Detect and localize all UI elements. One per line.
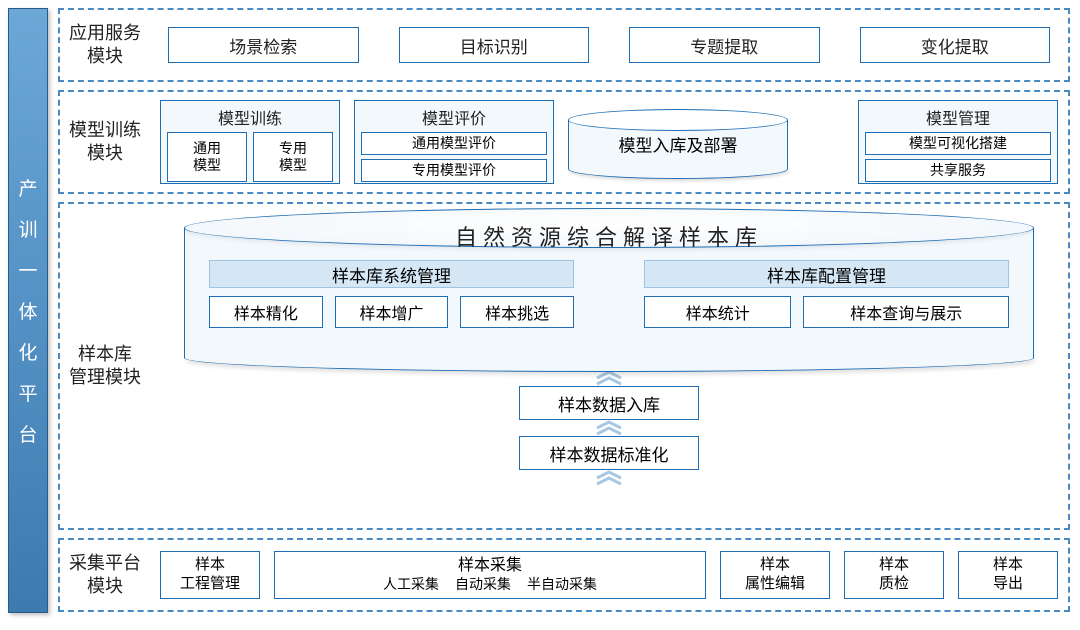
config-mgmt-column: 样本库配置管理 样本统计 样本查询与展示 xyxy=(644,260,1009,328)
leftbar-char: 台 xyxy=(18,420,37,447)
sample-standardize-box: 样本数据标准化 xyxy=(519,436,699,470)
sample-refine-box: 样本精化 xyxy=(209,296,323,328)
auto-collect: 自动采集 xyxy=(455,576,511,594)
model-training-group: 模型训练 通用 模型 专用 模型 xyxy=(160,100,340,184)
model-eval-group: 模型评价 通用模型评价 专用模型评价 xyxy=(354,100,554,184)
cylinder-top-ellipse xyxy=(568,109,788,131)
group-items: 模型可视化搭建 共享服务 xyxy=(865,132,1051,182)
collect-title: 样本采集 xyxy=(458,556,522,576)
group-items: 通用 模型 专用 模型 xyxy=(167,132,333,182)
module-label: 模型训练 模块 xyxy=(60,92,150,192)
sample-stats-box: 样本统计 xyxy=(644,296,791,328)
module-content: 样本 工程管理 样本采集 人工采集 自动采集 半自动采集 样本 属性编辑 样本 … xyxy=(150,540,1068,610)
config-mgmt-row: 样本统计 样本查询与展示 xyxy=(644,296,1009,328)
chevron-up-icon xyxy=(595,470,623,486)
chevron-up-icon xyxy=(595,370,623,386)
platform-title-bar: 产 训 一 体 化 平 台 xyxy=(8,8,48,613)
qc-box: 样本 质检 xyxy=(844,551,944,599)
sample-library-cylinder: 自然资源综合解译样本库 样本库系统管理 样本精化 样本增广 样本挑选 样本库配置… xyxy=(184,210,1034,370)
application-services-module: 应用服务 模块 场景检索 目标识别 专题提取 变化提取 xyxy=(58,8,1070,82)
diagram-root: 产 训 一 体 化 平 台 应用服务 模块 场景检索 目标识别 专题提取 变化提… xyxy=(0,0,1080,620)
sample-collection-box: 样本采集 人工采集 自动采集 半自动采集 xyxy=(274,551,706,599)
special-model-box: 专用 模型 xyxy=(253,132,333,182)
special-eval-box: 专用模型评价 xyxy=(361,159,547,182)
modules-column: 应用服务 模块 场景检索 目标识别 专题提取 变化提取 模型训练 模块 模型训练… xyxy=(58,8,1070,612)
collection-platform-module: 采集平台 模块 样本 工程管理 样本采集 人工采集 自动采集 半自动采集 样本 … xyxy=(58,538,1070,612)
manual-collect: 人工采集 xyxy=(383,576,439,594)
collect-subs: 人工采集 自动采集 半自动采集 xyxy=(383,576,597,594)
big-cyl-title: 自然资源综合解译样本库 xyxy=(184,220,1034,252)
module-label: 应用服务 模块 xyxy=(60,10,150,80)
general-model-box: 通用 模型 xyxy=(167,132,247,182)
big-cyl-inner: 样本库系统管理 样本精化 样本增广 样本挑选 样本库配置管理 样本统计 xyxy=(209,260,1009,328)
config-mgmt-header: 样本库配置管理 xyxy=(644,260,1009,288)
scene-retrieval-box: 场景检索 xyxy=(168,27,359,63)
target-recognition-box: 目标识别 xyxy=(399,27,590,63)
sample-select-box: 样本挑选 xyxy=(460,296,574,328)
semi-auto-collect: 半自动采集 xyxy=(527,576,597,594)
leftbar-char: 体 xyxy=(18,297,37,324)
leftbar-char: 化 xyxy=(18,338,37,365)
export-box: 样本 导出 xyxy=(958,551,1058,599)
leftbar-char: 平 xyxy=(18,379,37,406)
model-deploy-cylinder: 模型入库及部署 xyxy=(568,109,788,179)
leftbar-char: 一 xyxy=(18,256,37,283)
group-title: 模型训练 xyxy=(167,105,333,129)
leftbar-char: 产 xyxy=(18,174,37,201)
sample-augment-box: 样本增广 xyxy=(335,296,449,328)
visual-build-box: 模型可视化搭建 xyxy=(865,132,1051,155)
cylinder-label: 模型入库及部署 xyxy=(568,132,788,157)
model-manage-group: 模型管理 模型可视化搭建 共享服务 xyxy=(858,100,1058,184)
sample-library-module: 样本库 管理模块 自然资源综合解译样本库 样本库系统管理 样本精化 样本增广 样 xyxy=(58,202,1070,530)
share-service-box: 共享服务 xyxy=(865,159,1051,182)
group-items: 通用模型评价 专用模型评价 xyxy=(361,132,547,182)
change-extraction-box: 变化提取 xyxy=(860,27,1051,63)
leftbar-char: 训 xyxy=(18,215,37,242)
engineering-mgmt-box: 样本 工程管理 xyxy=(160,551,260,599)
module-label: 采集平台 模块 xyxy=(60,540,150,610)
module-content: 模型训练 通用 模型 专用 模型 模型评价 通用模型评价 专用模型评价 xyxy=(150,92,1068,192)
module-label: 样本库 管理模块 xyxy=(60,204,150,528)
sample-ingest-box: 样本数据入库 xyxy=(519,386,699,420)
system-mgmt-row: 样本精化 样本增广 样本挑选 xyxy=(209,296,574,328)
sample-query-box: 样本查询与展示 xyxy=(803,296,1009,328)
module-content: 场景检索 目标识别 专题提取 变化提取 xyxy=(150,10,1068,80)
group-title: 模型评价 xyxy=(361,105,547,129)
chevron-up-icon xyxy=(595,420,623,436)
attribute-edit-box: 样本 属性编辑 xyxy=(720,551,830,599)
system-mgmt-column: 样本库系统管理 样本精化 样本增广 样本挑选 xyxy=(209,260,574,328)
group-title: 模型管理 xyxy=(865,105,1051,129)
topic-extraction-box: 专题提取 xyxy=(629,27,820,63)
model-training-module: 模型训练 模块 模型训练 通用 模型 专用 模型 模型评价 通用模型评价 专用模… xyxy=(58,90,1070,194)
system-mgmt-header: 样本库系统管理 xyxy=(209,260,574,288)
general-eval-box: 通用模型评价 xyxy=(361,132,547,155)
module-content: 自然资源综合解译样本库 样本库系统管理 样本精化 样本增广 样本挑选 样本库配置… xyxy=(150,204,1068,528)
